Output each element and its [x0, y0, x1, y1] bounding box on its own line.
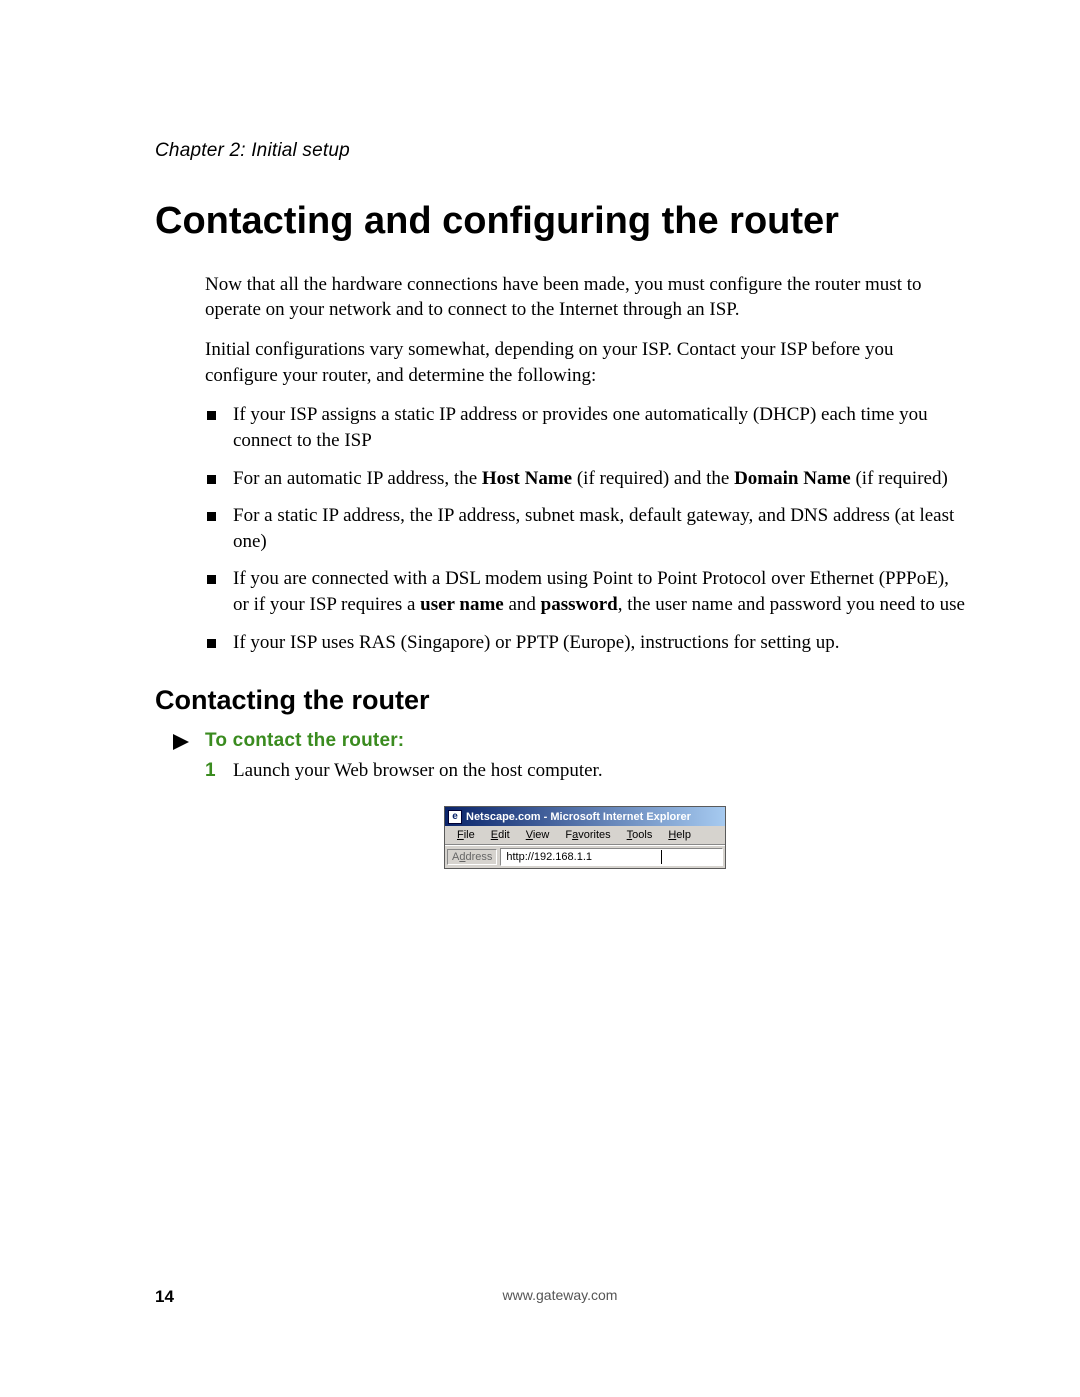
procedure-step: 1 Launch your Web browser on the host co… [205, 760, 965, 782]
list-item: If your ISP uses RAS (Singapore) or PPTP… [205, 630, 965, 656]
browser-menubar: File Edit View Favorites Tools Help [445, 826, 725, 845]
menu-edit[interactable]: Edit [483, 828, 518, 842]
list-item: For a static IP address, the IP address,… [205, 503, 965, 554]
browser-addressbar: Address http://192.168.1.1 [445, 845, 725, 868]
section-heading: Contacting the router [155, 685, 965, 716]
list-item: If your ISP assigns a static IP address … [205, 402, 965, 453]
page-footer: 14 www.gateway.com [155, 1287, 965, 1307]
browser-window: e Netscape.com - Microsoft Internet Expl… [444, 806, 726, 869]
requirements-list: If your ISP assigns a static IP address … [205, 402, 965, 655]
intro-paragraph-1: Now that all the hardware connections ha… [205, 272, 965, 323]
document-page: Chapter 2: Initial setup Contacting and … [0, 0, 1080, 1397]
menu-view[interactable]: View [518, 828, 558, 842]
intro-paragraph-2: Initial configurations vary somewhat, de… [205, 337, 965, 388]
step-text: Launch your Web browser on the host comp… [233, 760, 603, 781]
address-input[interactable]: http://192.168.1.1 [500, 848, 723, 866]
browser-title: Netscape.com - Microsoft Internet Explor… [466, 811, 691, 823]
menu-favorites[interactable]: Favorites [557, 828, 618, 842]
procedure-header: To contact the router: [205, 730, 965, 752]
address-label[interactable]: Address [447, 849, 497, 865]
ie-icon: e [448, 810, 462, 824]
menu-tools[interactable]: Tools [619, 828, 661, 842]
procedure-title: To contact the router: [205, 730, 404, 751]
page-number: 14 [155, 1287, 174, 1307]
menu-file[interactable]: File [449, 828, 483, 842]
menu-help[interactable]: Help [660, 828, 699, 842]
list-item: For an automatic IP address, the Host Na… [205, 466, 965, 492]
chapter-label: Chapter 2: Initial setup [155, 140, 965, 162]
browser-titlebar: e Netscape.com - Microsoft Internet Expl… [445, 807, 725, 826]
play-icon [171, 732, 191, 757]
page-title: Contacting and configuring the router [155, 200, 965, 244]
list-item: If you are connected with a DSL modem us… [205, 566, 965, 617]
body-text: Now that all the hardware connections ha… [205, 272, 965, 656]
procedure-block: To contact the router: 1 Launch your Web… [205, 730, 965, 869]
step-number: 1 [205, 760, 216, 782]
footer-url: www.gateway.com [503, 1287, 618, 1303]
